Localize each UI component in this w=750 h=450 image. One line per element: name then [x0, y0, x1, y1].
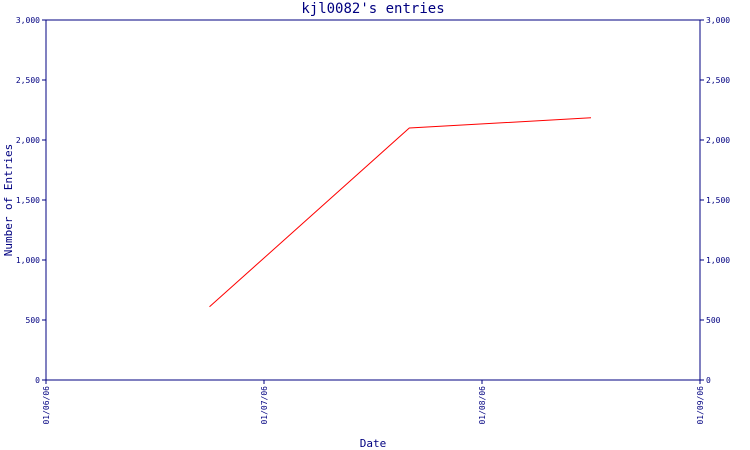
x-tick-label: 01/06/06 — [42, 386, 51, 425]
y-tick-label-left: 2,000 — [16, 136, 40, 145]
y-axis-label: Number of Entries — [2, 144, 15, 257]
y-tick-label-left: 500 — [26, 316, 41, 325]
chart-title: kjl0082's entries — [301, 1, 444, 17]
y-tick-label-right: 2,500 — [706, 76, 730, 85]
x-tick-label: 01/07/06 — [260, 386, 269, 425]
y-axis-ticks: 0 0 500 500 1,000 1,000 1,500 1,500 2,000 2,000 2,… — [16, 16, 730, 385]
x-axis-label: Date — [360, 437, 387, 450]
y-tick-label-right: 2,000 — [706, 136, 730, 145]
y-tick-label-right: 3,000 — [706, 16, 730, 25]
y-tick-label-left: 2,500 — [16, 76, 40, 85]
y-tick-label-left: 0 — [35, 376, 40, 385]
y-tick-label-left: 1,500 — [16, 196, 40, 205]
series-group — [209, 117, 592, 308]
y-tick-label-right: 1,500 — [706, 196, 730, 205]
y-tick-label-left: 3,000 — [16, 16, 40, 25]
y-tick-label-right: 500 — [706, 316, 721, 325]
x-axis-ticks: 01/06/06 01/07/06 01/08/06 01/09/06 — [42, 380, 705, 425]
y-tick-label-left: 1,000 — [16, 256, 40, 265]
plot-frame — [45, 19, 701, 381]
x-tick-label: 01/09/06 — [696, 386, 705, 425]
y-tick-label-right: 1,000 — [706, 256, 730, 265]
y-tick-label-right: 0 — [706, 376, 711, 385]
x-tick-label: 01/08/06 — [478, 386, 487, 425]
series-line — [209, 117, 592, 308]
